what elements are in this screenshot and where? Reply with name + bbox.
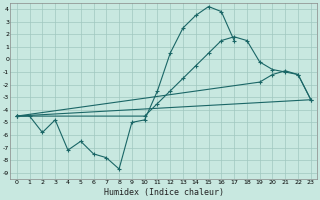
X-axis label: Humidex (Indice chaleur): Humidex (Indice chaleur) — [104, 188, 224, 197]
